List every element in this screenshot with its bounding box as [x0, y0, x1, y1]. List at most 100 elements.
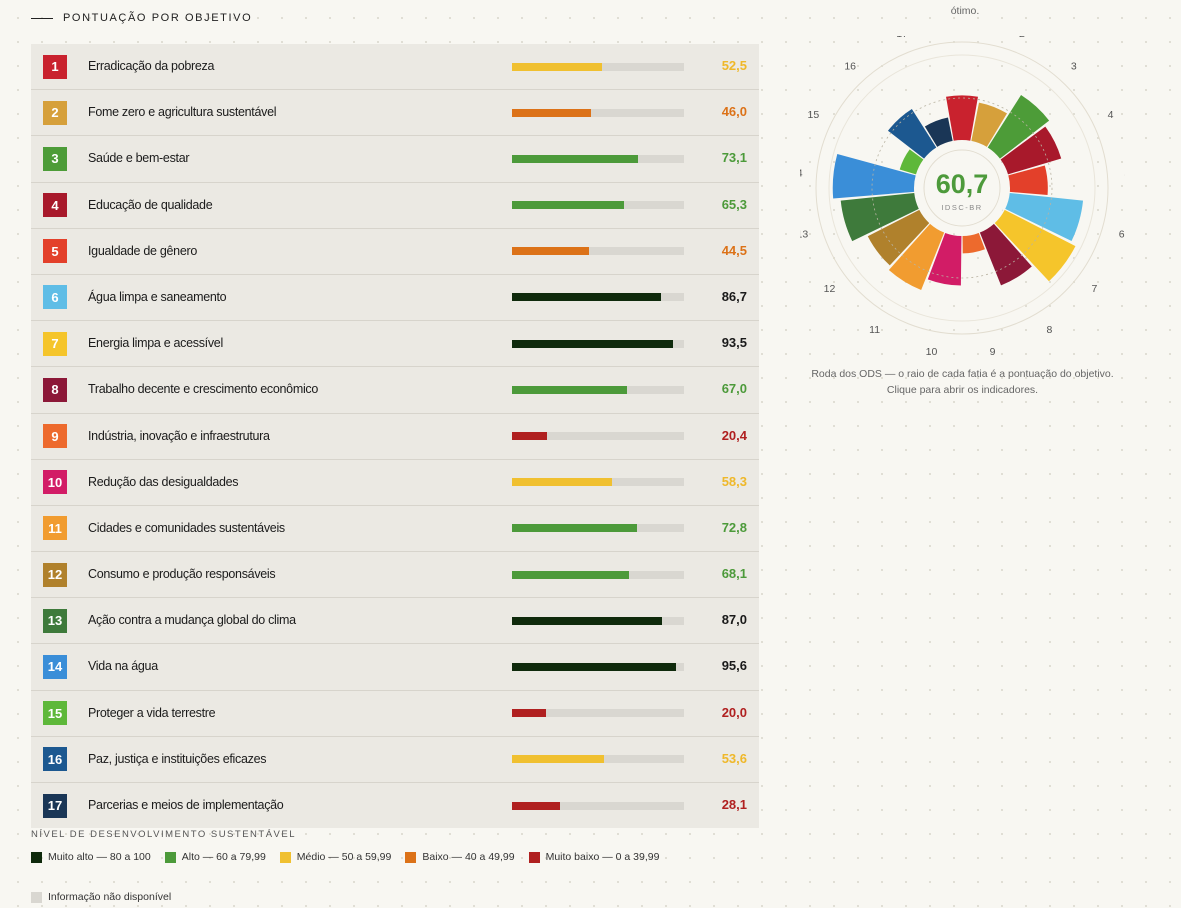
- goal-row-12[interactable]: 12 Consumo e produção responsáveis 68,1: [31, 552, 759, 599]
- wheel-slice-goal-2[interactable]: [971, 102, 1008, 147]
- score-bar-track: [512, 432, 684, 440]
- legend-swatch: [279, 851, 291, 863]
- legend-item: Baixo — 40 a 49,99: [405, 850, 515, 864]
- wheel-goal-label: 2: [1019, 36, 1025, 40]
- wheel-goal-label: 7: [1092, 283, 1098, 295]
- top-note: ótimo.: [950, 5, 980, 17]
- score-bar-fill: [512, 801, 561, 810]
- wheel-slice-goal-7[interactable]: [994, 209, 1076, 282]
- score-bar-fill: [512, 524, 638, 533]
- goal-row-16[interactable]: 16 Paz, justiça e instituições eficazes 53…: [31, 737, 759, 783]
- goal-name: Energia limpa e acessível: [88, 336, 223, 351]
- legend-swatch: [31, 851, 42, 863]
- score-bar-track: [512, 339, 684, 348]
- wheel-goal-label: 15: [808, 109, 820, 121]
- legend-swatch: [528, 851, 540, 863]
- goal-row-8[interactable]: 8 Trabalho decente e crescimento econômic…: [31, 367, 759, 414]
- goal-number-badge: 4: [43, 193, 67, 218]
- wheel-goal-label: 6: [1119, 228, 1125, 240]
- score-bar-fill: [512, 339, 673, 348]
- score-bar-fill: [512, 154, 638, 163]
- goal-name: Trabalho decente e crescimento econômico: [88, 382, 319, 397]
- header-rule: [31, 17, 53, 19]
- wheel-slice-goal-9[interactable]: [962, 232, 985, 254]
- legend-label: Muito alto — 80 a 100: [48, 851, 151, 863]
- wheel-slice-goal-14[interactable]: [832, 154, 916, 199]
- score-bar-track: [512, 247, 684, 256]
- wheel-slice-goal-16[interactable]: [887, 109, 937, 159]
- score-bar-track: [512, 478, 684, 487]
- goal-row-2[interactable]: 2 Fome zero e agricultura sustentável 46,0: [31, 90, 759, 137]
- score-bar-fill: [512, 616, 662, 625]
- wheel-reference-ring: [871, 97, 1053, 279]
- goal-number-badge: 7: [43, 331, 67, 356]
- wheel-slice-goal-10[interactable]: [927, 232, 962, 286]
- wheel-caption: Roda dos ODS — o raio de cada fatia é a …: [800, 366, 1125, 398]
- goal-row-7[interactable]: 7 Energia limpa e acessível 93,5: [31, 321, 759, 368]
- wheel-slice-goal-4[interactable]: [1000, 126, 1062, 175]
- goal-score: 72,8: [721, 519, 747, 535]
- wheel-slice-goal-6[interactable]: [1005, 192, 1084, 242]
- score-bar-fill: [512, 108, 592, 117]
- goal-row-3[interactable]: 3 Saúde e bem-estar 73,1: [31, 136, 759, 183]
- goal-name: Consumo e produção responsáveis: [88, 567, 276, 582]
- goal-row-13[interactable]: 13 Ação contra a mudança global do clima 8…: [31, 598, 759, 645]
- legend-item: Alto — 60 a 79,99: [164, 850, 266, 864]
- wheel-goal-label: 13: [800, 228, 808, 240]
- section-title: PONTUAÇÃO POR OBJETIVO: [63, 12, 253, 24]
- goal-score: 67,0: [721, 381, 747, 397]
- goal-row-10[interactable]: 10 Redução das desigualdades 58,3: [31, 460, 759, 506]
- goal-score: 93,5: [721, 335, 747, 351]
- wheel-center-ring: [923, 149, 1001, 227]
- goal-row-9[interactable]: 9 Indústria, inovação e infraestrutura 20,…: [31, 414, 759, 460]
- wheel-slice-goal-1[interactable]: [946, 95, 978, 141]
- goal-row-14[interactable]: 14 Vida na água 95,6: [31, 644, 759, 691]
- wheel-slice-goal-5[interactable]: [1008, 165, 1048, 195]
- wheel-caption-line-1: Roda dos ODS — o raio de cada fatia é a …: [811, 368, 1114, 380]
- goal-number-badge: 17: [43, 793, 67, 818]
- wheel-slice-goal-11[interactable]: [888, 223, 945, 291]
- goal-row-11[interactable]: 11 Cidades e comunidades sustentáveis 72,8: [31, 506, 759, 553]
- goal-score: 28,1: [721, 797, 747, 812]
- score-bar-track: [512, 154, 684, 163]
- wheel-goal-label: 8: [1046, 324, 1052, 336]
- goal-row-15[interactable]: 15 Proteger a vida terrestre 20,0: [31, 691, 759, 737]
- wheel-slice-goal-15[interactable]: [899, 149, 924, 175]
- goal-score: 52,5: [721, 58, 747, 73]
- wheel-slice-goal-8[interactable]: [979, 223, 1032, 286]
- goal-row-6[interactable]: 6 Água limpa e saneamento 86,7: [31, 275, 759, 322]
- score-bar-fill: [512, 293, 662, 302]
- wheel-slice-goal-12[interactable]: [867, 209, 930, 266]
- legend: Muito alto — 80 a 100 Alto — 60 a 79,99 Mé…: [31, 850, 791, 904]
- wheel-slice-goal-13[interactable]: [840, 192, 919, 242]
- goal-row-4[interactable]: 4 Educação de qualidade 65,3: [31, 183, 759, 229]
- legend-label: Alto — 60 a 79,99: [181, 851, 266, 863]
- goal-name: Educação de qualidade: [88, 197, 213, 212]
- goal-score: 95,6: [721, 658, 747, 674]
- goal-name: Saúde e bem-estar: [88, 151, 190, 166]
- score-bar-track: [512, 385, 684, 394]
- goal-score: 86,7: [721, 288, 747, 304]
- score-bar-track: [512, 524, 684, 533]
- goal-row-17[interactable]: 17 Parcerias e meios de implementação 28,1: [31, 783, 759, 828]
- wheel-slice-goal-17[interactable]: [924, 117, 953, 147]
- goal-score: 58,3: [721, 473, 747, 489]
- score-bar-track: [512, 755, 684, 764]
- goal-number-badge: 15: [43, 701, 67, 726]
- goal-score: 68,1: [721, 566, 747, 582]
- overall-score: 60,7: [936, 169, 989, 199]
- wheel-goal-label: 17: [896, 36, 908, 40]
- wheel-slice-goal-3[interactable]: [987, 95, 1050, 159]
- goal-row-5[interactable]: 5 Igualdade de gênero 44,5: [31, 229, 759, 275]
- score-bar-track: [512, 108, 684, 117]
- wheel-goal-label: 4: [1108, 109, 1114, 121]
- goal-score: 20,4: [721, 427, 747, 443]
- goal-row-1[interactable]: 1 Erradicação da pobreza 52,5: [31, 44, 759, 91]
- score-bar-fill: [512, 201, 625, 210]
- goal-score: 46,0: [721, 104, 747, 120]
- score-bar-track: [512, 709, 684, 718]
- goal-number-badge: 12: [43, 562, 67, 587]
- goal-number-badge: 16: [43, 747, 67, 772]
- overall-score-label: IDSC-BR: [941, 203, 982, 212]
